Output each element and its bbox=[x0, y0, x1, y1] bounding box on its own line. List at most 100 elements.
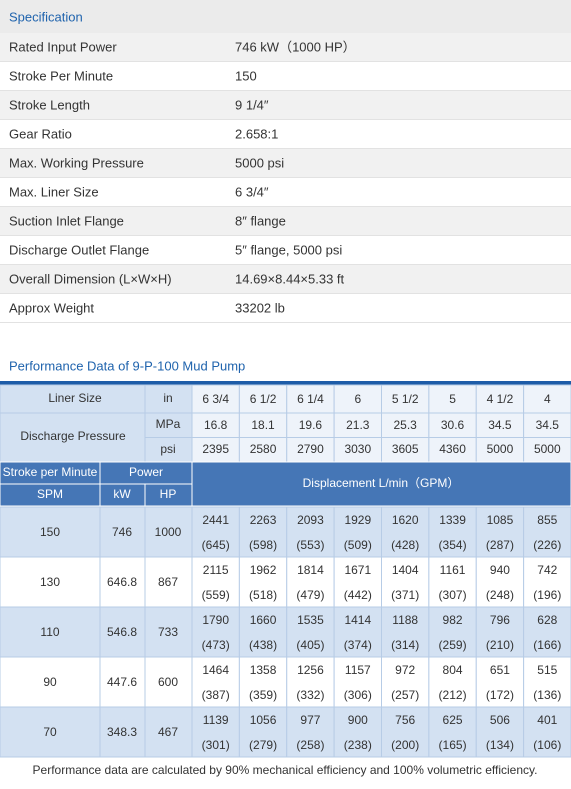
spec-label: Approx Weight bbox=[9, 300, 94, 315]
cell bbox=[475, 437, 525, 463]
power-hp: 733 bbox=[158, 625, 178, 639]
cell bbox=[238, 412, 288, 438]
power-hp: 600 bbox=[158, 675, 178, 689]
spec-row bbox=[0, 62, 571, 91]
displacement-lmin: 1161 bbox=[440, 563, 466, 577]
displacement-lmin: 804 bbox=[443, 663, 463, 677]
displacement-lmin: 1339 bbox=[439, 513, 466, 527]
cell bbox=[523, 556, 571, 608]
displacement-gpm: (553) bbox=[296, 538, 324, 552]
displacement-gpm: (165) bbox=[439, 738, 467, 752]
cell bbox=[523, 656, 571, 708]
spm: 130 bbox=[40, 575, 60, 589]
displacement-gpm: (226) bbox=[533, 538, 561, 552]
displacement-gpm: (134) bbox=[486, 738, 514, 752]
displacement-lmin: 2263 bbox=[250, 513, 277, 527]
spec-row bbox=[0, 120, 571, 149]
liner-size: 6 bbox=[354, 392, 361, 406]
displacement-lmin: 972 bbox=[395, 663, 415, 677]
power-hp: 1000 bbox=[155, 525, 182, 539]
header-label: HP bbox=[160, 487, 177, 501]
liner-size: 5 bbox=[449, 392, 456, 406]
cell bbox=[0, 506, 101, 558]
spec-row bbox=[0, 265, 571, 294]
cell bbox=[428, 606, 477, 658]
cell bbox=[191, 556, 240, 608]
cell bbox=[333, 706, 382, 758]
displacement-gpm: (200) bbox=[391, 738, 419, 752]
cell bbox=[333, 656, 382, 708]
spec-label: Max. Liner Size bbox=[9, 184, 99, 199]
displacement-gpm: (371) bbox=[391, 588, 419, 602]
liner-size: 5 1/2 bbox=[392, 392, 419, 406]
liner-size: 6 1/2 bbox=[250, 392, 277, 406]
cell bbox=[99, 706, 146, 758]
power-hp: 867 bbox=[158, 575, 178, 589]
unit-label: MPa bbox=[156, 417, 181, 431]
displacement-lmin: 2093 bbox=[297, 513, 324, 527]
cell bbox=[475, 506, 525, 558]
displacement-gpm: (509) bbox=[344, 538, 372, 552]
power-hp: 467 bbox=[158, 725, 178, 739]
spec-label: Max. Working Pressure bbox=[9, 155, 144, 170]
displacement-lmin: 1188 bbox=[392, 613, 418, 627]
spec-label: Suction Inlet Flange bbox=[9, 213, 124, 228]
cell bbox=[428, 437, 477, 463]
spec-value: 5″ flange, 5000 psi bbox=[235, 242, 342, 257]
unit-label: in bbox=[163, 391, 172, 405]
cell bbox=[428, 556, 477, 608]
cell bbox=[144, 556, 193, 608]
cell bbox=[238, 706, 288, 758]
spec-label: Stroke Length bbox=[9, 97, 90, 112]
pressure-mpa: 21.3 bbox=[346, 418, 370, 432]
power-kw: 447.6 bbox=[107, 675, 137, 689]
spec-label: Stroke Per Minute bbox=[9, 68, 113, 83]
cell bbox=[523, 606, 571, 658]
header-label: Stroke per Minute bbox=[3, 465, 98, 479]
cell bbox=[144, 437, 193, 463]
displacement-gpm: (287) bbox=[486, 538, 514, 552]
displacement-lmin: 1464 bbox=[202, 663, 229, 677]
spec-value: 2.658:1 bbox=[235, 126, 278, 141]
displacement-lmin: 506 bbox=[490, 713, 510, 727]
displacement-lmin: 1814 bbox=[297, 563, 324, 577]
displacement-gpm: (172) bbox=[486, 688, 514, 702]
spec-value: 150 bbox=[235, 68, 257, 83]
liner-size: 6 3/4 bbox=[202, 392, 229, 406]
cell bbox=[0, 656, 101, 708]
liner-size: 6 1/4 bbox=[297, 392, 324, 406]
cell bbox=[333, 412, 382, 438]
displacement-gpm: (238) bbox=[344, 738, 372, 752]
spec-value: 5000 psi bbox=[235, 155, 284, 170]
displacement-gpm: (301) bbox=[202, 738, 230, 752]
displacement-lmin: 1660 bbox=[250, 613, 277, 627]
displacement-gpm: (166) bbox=[533, 638, 561, 652]
spec-row bbox=[0, 207, 571, 236]
spec-label: Discharge Outlet Flange bbox=[9, 242, 149, 257]
displacement-lmin: 1256 bbox=[297, 663, 324, 677]
cell bbox=[475, 384, 525, 414]
displacement-lmin: 1929 bbox=[344, 513, 371, 527]
header-label: SPM bbox=[37, 487, 63, 501]
cell bbox=[238, 656, 288, 708]
displacement-gpm: (136) bbox=[533, 688, 561, 702]
cell bbox=[144, 506, 193, 558]
displacement-lmin: 2441 bbox=[202, 513, 229, 527]
header-label: kW bbox=[113, 487, 131, 501]
displacement-gpm: (354) bbox=[439, 538, 467, 552]
displacement-lmin: 1962 bbox=[250, 563, 277, 577]
displacement-lmin: 1157 bbox=[345, 663, 371, 677]
displacement-lmin: 1535 bbox=[297, 613, 324, 627]
spec-row bbox=[0, 91, 571, 120]
displacement-lmin: 900 bbox=[348, 713, 368, 727]
cell bbox=[99, 656, 146, 708]
spm: 70 bbox=[43, 725, 57, 739]
displacement-lmin: 1358 bbox=[250, 663, 277, 677]
pressure-mpa: 30.6 bbox=[441, 418, 465, 432]
cell bbox=[0, 706, 101, 758]
displacement-gpm: (307) bbox=[439, 588, 467, 602]
spec-title: Specification bbox=[9, 9, 83, 24]
cell bbox=[238, 437, 288, 463]
